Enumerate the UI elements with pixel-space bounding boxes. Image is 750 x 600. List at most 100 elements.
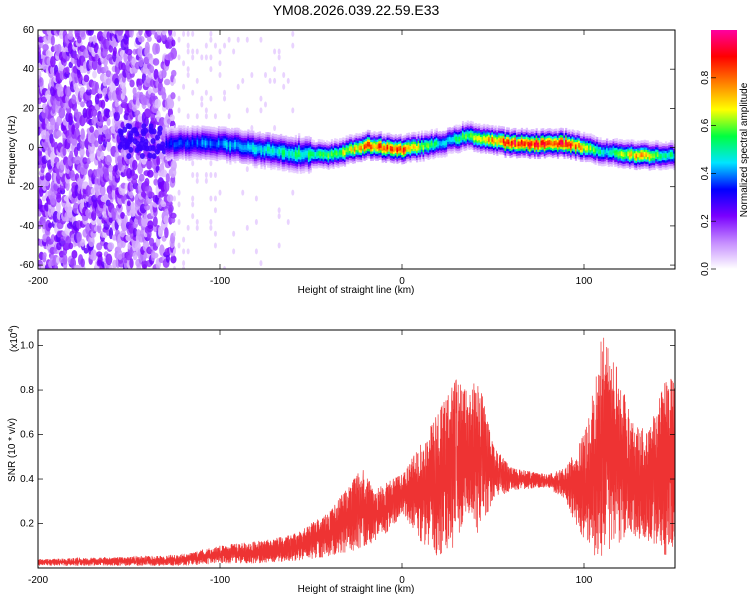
heatmap-cell	[199, 143, 202, 147]
heatmap-cell	[191, 141, 194, 145]
heatmap-cell	[281, 142, 284, 146]
heatmap-cell	[407, 158, 411, 162]
heatmap-cell	[239, 143, 242, 147]
heatmap-cell	[248, 142, 252, 145]
heatmap-cell	[232, 151, 235, 155]
heatmap-cell	[438, 131, 442, 134]
heatmap-cell	[280, 136, 283, 139]
heatmap-cell	[247, 136, 250, 139]
heatmap-cell	[319, 151, 322, 154]
heatmap-cell	[591, 157, 594, 161]
heatmap-cell	[183, 155, 186, 159]
heatmap-cell	[173, 149, 176, 152]
heatmap-cell	[511, 128, 514, 132]
heatmap-cell	[478, 142, 481, 145]
heatmap-cell	[288, 141, 291, 145]
heatmap-cell	[165, 126, 168, 130]
heatmap-cell	[180, 148, 183, 152]
heatmap-cell	[212, 136, 216, 139]
heatmap-cell	[260, 135, 263, 139]
heatmap-cell	[488, 125, 491, 128]
heatmap-cell	[360, 147, 363, 151]
heatmap-cell	[368, 130, 371, 133]
heatmap-cell	[299, 161, 302, 165]
heatmap-cell	[223, 89, 227, 96]
heatmap-cell	[196, 139, 199, 143]
heatmap-cell	[591, 146, 594, 149]
heatmap-cell	[255, 156, 258, 159]
heatmap-cell	[206, 133, 209, 136]
heatmap-cell	[276, 163, 279, 166]
heatmap-cell	[558, 128, 561, 131]
heatmap-cell	[358, 138, 361, 141]
heatmap-cell	[350, 146, 353, 149]
heatmap-cell	[574, 153, 578, 157]
heatmap-cell	[185, 148, 188, 152]
heatmap-cell	[450, 130, 453, 133]
heatmap-cell	[347, 138, 350, 141]
heatmap-cell	[221, 156, 224, 160]
heatmap-cell	[139, 153, 145, 160]
heatmap-cell	[307, 164, 311, 167]
heatmap-cell	[258, 138, 261, 142]
heatmap-cell	[294, 146, 298, 150]
heatmap-cell	[280, 133, 283, 137]
heatmap-cell	[550, 147, 553, 151]
heatmap-cell	[602, 163, 605, 167]
heatmap-cell	[234, 144, 237, 147]
heatmap-cell	[191, 153, 194, 157]
heatmap-cell	[525, 153, 528, 157]
heatmap-cell	[350, 148, 353, 152]
heatmap-cell	[74, 30, 81, 38]
heatmap-cell	[424, 130, 427, 134]
heatmap-cell	[327, 164, 330, 168]
heatmap-cell	[511, 133, 514, 137]
heatmap-cell	[565, 127, 568, 131]
heatmap-cell	[414, 136, 417, 140]
heatmap-cell	[393, 151, 396, 155]
heatmap-cell	[610, 154, 614, 158]
heatmap-cell	[219, 154, 222, 158]
heatmap-cell	[203, 130, 206, 134]
heatmap-cell	[321, 156, 324, 159]
heatmap-cell	[327, 162, 330, 166]
heatmap-cell	[507, 144, 510, 147]
heatmap-cell	[196, 156, 199, 159]
heatmap-cell	[195, 224, 199, 231]
heatmap-cell	[198, 142, 201, 146]
heatmap-cell	[170, 135, 173, 138]
heatmap-cell	[519, 138, 522, 142]
heatmap-cell	[555, 142, 558, 146]
heatmap-cell	[514, 139, 517, 143]
heatmap-cell	[366, 143, 370, 147]
heatmap-cell	[456, 125, 460, 128]
heatmap-cell	[378, 150, 381, 153]
heatmap-cell	[170, 149, 173, 153]
heatmap-cell	[244, 140, 247, 143]
heatmap-cell	[443, 136, 447, 139]
heatmap-cell	[484, 127, 488, 131]
heatmap-cell	[422, 137, 425, 141]
heatmap-cell	[296, 145, 299, 148]
heatmap-cell	[384, 153, 388, 156]
heatmap-cell	[244, 144, 247, 148]
heatmap-cell	[402, 142, 406, 146]
heatmap-cell	[396, 156, 399, 160]
heatmap-cell	[278, 146, 281, 150]
heatmap-cell	[483, 147, 486, 150]
heatmap-cell	[355, 137, 358, 141]
heatmap-cell	[204, 147, 207, 151]
heatmap-cell	[409, 145, 412, 149]
heatmap-cell	[255, 158, 258, 162]
heatmap-cell	[129, 136, 135, 143]
heatmap-cell	[479, 139, 483, 142]
heatmap-cell	[73, 83, 79, 92]
heatmap-cell	[343, 154, 347, 158]
heatmap-cell	[416, 143, 419, 146]
heatmap-cell	[533, 156, 537, 159]
heatmap-cell	[571, 136, 574, 140]
heatmap-cell	[497, 146, 501, 150]
heatmap-cell	[389, 136, 393, 139]
heatmap-cell	[337, 142, 340, 145]
heatmap-cell	[556, 144, 560, 148]
